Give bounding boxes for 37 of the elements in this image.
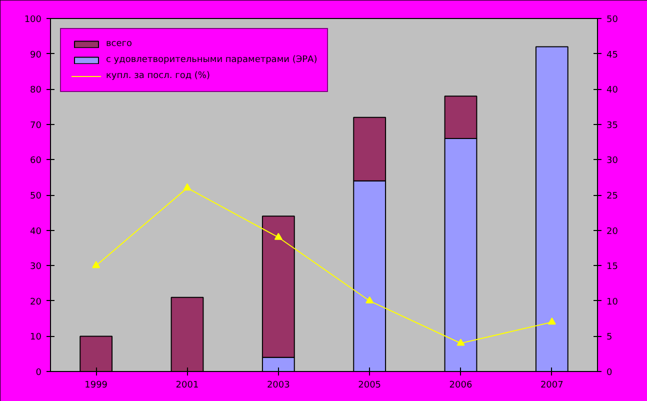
- x-tick-label: 2005: [358, 380, 382, 390]
- x-tick-label: 2001: [176, 380, 199, 390]
- legend-label: всего: [106, 39, 132, 49]
- y-tick-label: 60: [30, 156, 42, 166]
- point: [366, 296, 374, 304]
- y2-tick-label: 20: [606, 226, 618, 237]
- y2-tick-label: 25: [606, 192, 618, 202]
- point: [548, 318, 556, 325]
- point: [92, 261, 100, 268]
- y-tick-label: 50: [30, 192, 42, 202]
- y2-tick-label: 15: [606, 262, 618, 272]
- y2-tick-label: 5: [606, 332, 612, 343]
- x-tick-label: 1999: [84, 380, 108, 390]
- y2-tick-label: 30: [606, 156, 618, 166]
- y-tick-label: 20: [30, 297, 42, 308]
- point: [456, 338, 465, 346]
- y-tick-label: 100: [24, 15, 42, 25]
- legend-label: купл. за посл. год (%): [106, 71, 210, 81]
- y-tick-label: 40: [30, 226, 42, 237]
- point: [183, 183, 192, 190]
- y-tick-label: 70: [30, 120, 42, 131]
- y-tick-label: 80: [30, 86, 42, 96]
- y2-tick-label: 10: [606, 297, 618, 308]
- x-tick-label: 2003: [266, 380, 290, 390]
- y2-tick-label: 40: [606, 86, 618, 96]
- y2-tick-label: 50: [606, 15, 618, 25]
- y-tick-label: 10: [30, 332, 42, 343]
- point: [274, 232, 282, 240]
- y2-tick-label: 0: [606, 368, 612, 378]
- legend-label: с удовлетворительными параметрами (ЭРА): [106, 55, 318, 65]
- y-tick-label: 0: [36, 368, 42, 378]
- x-tick-label: 2007: [540, 380, 564, 390]
- y2-tick-label: 45: [606, 50, 618, 60]
- y-tick-label: 90: [30, 50, 42, 60]
- x-tick-label: 2006: [449, 380, 472, 390]
- y-tick-label: 30: [30, 262, 42, 272]
- y2-tick-label: 35: [606, 120, 618, 131]
